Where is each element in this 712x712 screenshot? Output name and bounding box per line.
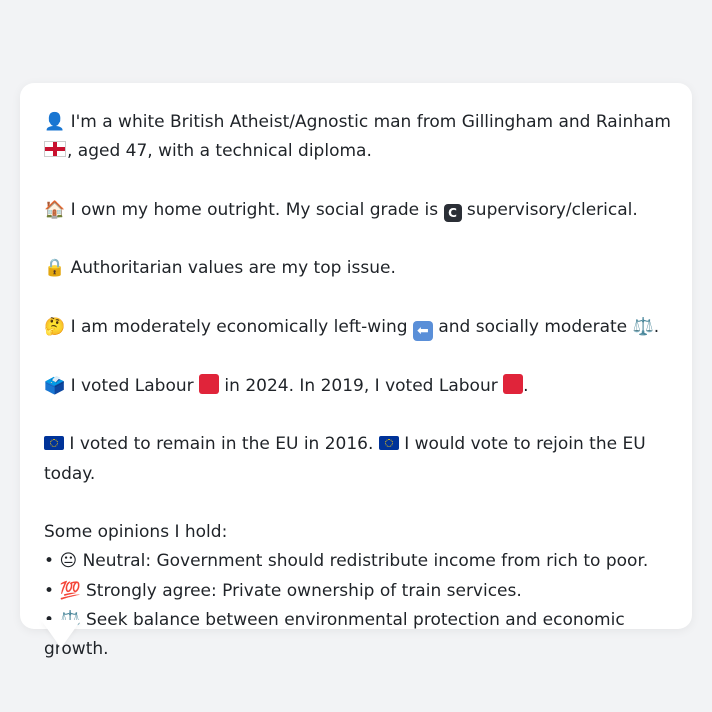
opinion-item: • 💯 Strongly agree: Private ownership of… (44, 577, 672, 606)
left-arrow-icon: ⬅ (412, 321, 433, 342)
ideology-text-c: . (653, 317, 660, 338)
labour-red-square-icon (503, 373, 524, 394)
person-icon: 👤 (44, 112, 66, 132)
opinion-text: Neutral: Government should redistribute … (77, 551, 649, 572)
opinion-item: • ⚖️ Seek balance between environmental … (44, 606, 672, 665)
home-paragraph: 🏠 I own my home outright. My social grad… (44, 196, 672, 225)
social-grade-c-badge-icon: C (443, 203, 462, 222)
votes-paragraph: 🗳️ I voted Labour in 2024. In 2019, I vo… (44, 372, 672, 401)
intro-paragraph: 👤 I'm a white British Atheist/Agnostic m… (44, 108, 672, 167)
ballot-box-icon: 🗳️ (44, 375, 66, 396)
persona-card: 👤 I'm a white British Atheist/Agnostic m… (20, 83, 692, 659)
votes-text-c: . (523, 375, 529, 396)
house-icon: 🏠 (44, 199, 66, 220)
votes-text-b: in 2024. In 2019, I voted Labour (219, 375, 504, 396)
opinions-heading: Some opinions I hold: (44, 522, 228, 543)
intro-text-a: I'm a white British Atheist/Agnostic man… (65, 112, 671, 132)
eu-flag-icon (44, 436, 64, 451)
votes-text-a: I voted Labour (65, 375, 200, 396)
eu-paragraph: I voted to remain in the EU in 2016. I w… (44, 430, 672, 489)
issue-text: Authoritarian values are my top issue. (65, 258, 396, 279)
lock-icon: 🔒 (44, 258, 66, 279)
ideology-paragraph: 🤔 I am moderately economically left-wing… (44, 313, 672, 342)
opinions-section: Some opinions I hold: • 😐 Neutral: Gover… (44, 518, 672, 664)
bullet: • (44, 551, 55, 572)
hundred-points-icon: 💯 (59, 580, 81, 601)
ideology-text-b: and socially moderate (432, 317, 633, 338)
speech-bubble-tail (41, 620, 81, 648)
opinion-text: Strongly agree: Private ownership of tra… (80, 580, 522, 601)
balance-scale-icon: ⚖️ (632, 317, 654, 338)
issue-paragraph: 🔒 Authoritarian values are my top issue. (44, 254, 672, 283)
england-flag-icon (44, 141, 66, 158)
bullet: • (44, 580, 55, 601)
home-text-b: supervisory/clerical. (461, 199, 638, 220)
thinking-face-icon: 🤔 (44, 317, 66, 338)
opinion-text: Seek balance between environmental prote… (44, 610, 625, 660)
intro-text-b: , aged 47, with a technical diploma. (67, 141, 372, 162)
ideology-text-a: I am moderately economically left-wing (65, 317, 413, 338)
home-text-a: I own my home outright. My social grade … (65, 199, 444, 220)
eu-text-b: I would vote to rejoin the EU today. (44, 434, 646, 484)
opinion-item: • 😐 Neutral: Government should redistrib… (44, 547, 672, 576)
eu-text-a: I voted to remain in the EU in 2016. (64, 434, 379, 455)
eu-flag-icon (378, 436, 399, 451)
labour-red-square-icon (199, 373, 220, 394)
neutral-face-icon: 😐 (59, 551, 78, 572)
